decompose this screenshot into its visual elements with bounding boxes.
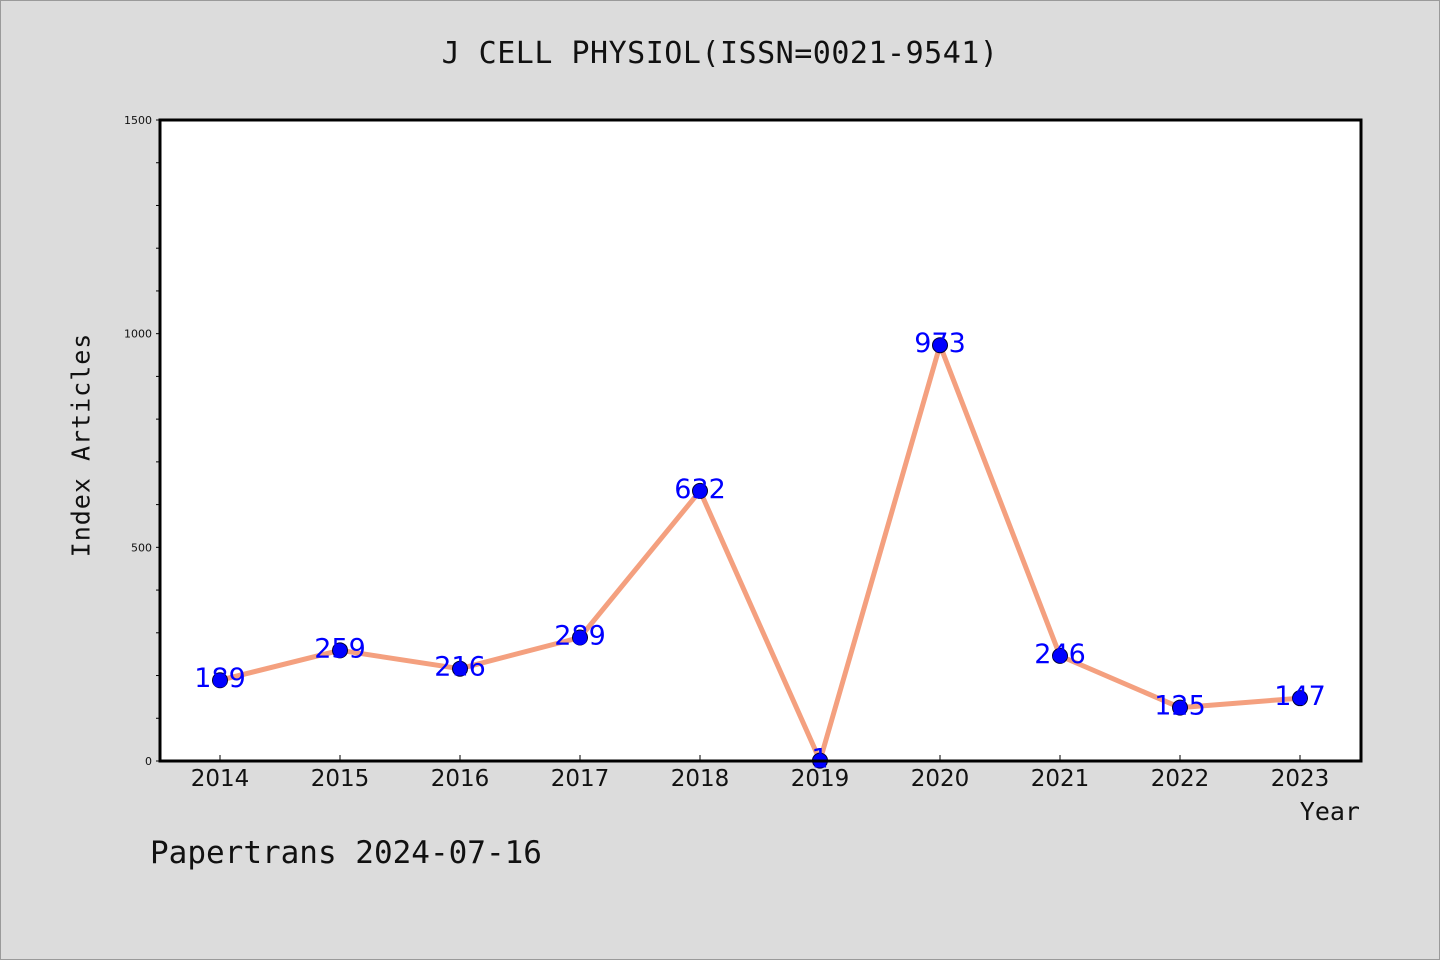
data-point-label: 216 (434, 652, 486, 683)
data-labels: 189 259 216 289 632 1 973 246 125 147 (194, 328, 1326, 774)
x-tick-label: 2016 (431, 766, 490, 792)
data-point-label: 1 (811, 744, 828, 775)
data-point-label: 973 (914, 328, 966, 359)
data-point-label: 632 (674, 474, 726, 505)
data-point-label: 246 (1034, 639, 1086, 670)
plot-border (158, 118, 1363, 763)
x-axis-ticks: 2014 2015 2016 2017 2018 2019 2020 2021 2022 2023 (191, 755, 1330, 792)
x-tick-label: 2019 (791, 766, 850, 792)
y-tick-label: 500 (131, 541, 152, 554)
x-tick-label: 2018 (671, 766, 730, 792)
data-point-marker (452, 660, 468, 677)
data-point-marker (1052, 647, 1068, 664)
x-tick-label: 2014 (191, 766, 250, 792)
x-tick-label: 2017 (551, 766, 610, 792)
y-tick-label: 1500 (124, 114, 152, 127)
x-tick-label: 2020 (911, 766, 970, 792)
data-point-marker (572, 629, 588, 646)
x-tick-label: 2021 (1031, 766, 1090, 792)
y-tick-label: 0 (145, 755, 152, 768)
data-point-label: 259 (314, 633, 366, 664)
data-point-label: 289 (554, 621, 606, 652)
series-line (219, 342, 1301, 764)
data-point-marker (1292, 690, 1308, 707)
data-point-label: 147 (1274, 681, 1326, 712)
chart-title: J CELL PHYSIOL(ISSN=0021-9541) (441, 36, 999, 71)
data-point-marker (692, 482, 708, 499)
data-point-marker (1172, 699, 1188, 716)
x-axis-label: Year (1299, 797, 1360, 826)
data-point-marker (212, 672, 228, 689)
x-tick-label: 2023 (1271, 766, 1330, 792)
plot-area (160, 120, 1361, 761)
data-point-label: 189 (194, 663, 246, 694)
y-axis-ticks: 0 500 1000 1500 (124, 114, 160, 768)
x-tick-label: 2022 (1151, 766, 1210, 792)
data-point-marker (332, 642, 348, 659)
footer-note: Papertrans 2024-07-16 (150, 835, 542, 871)
data-point-label: 125 (1154, 691, 1206, 722)
data-point-marker (932, 337, 948, 354)
y-tick-label: 1000 (124, 328, 152, 341)
x-tick-label: 2015 (311, 766, 370, 792)
data-markers (212, 337, 1308, 769)
